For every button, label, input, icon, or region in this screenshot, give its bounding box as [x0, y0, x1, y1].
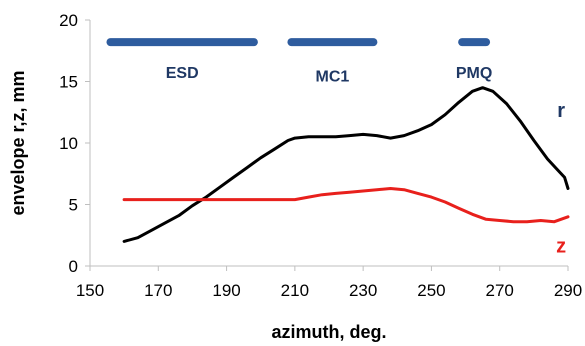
y-tick-label: 15 — [59, 73, 78, 92]
series-line-r — [122, 86, 570, 243]
y-axis-title: envelope r,z, mm — [8, 70, 28, 215]
x-tick-label: 250 — [417, 281, 445, 300]
region-label-mc1: MC1 — [316, 69, 350, 86]
y-tick-label: 0 — [69, 257, 78, 276]
x-tick-label: 170 — [144, 281, 172, 300]
y-ticks: 0 5 10 15 20 — [59, 11, 90, 276]
y-tick-label: 20 — [59, 11, 78, 30]
x-tick-label: 290 — [554, 281, 582, 300]
x-tick-label: 190 — [212, 281, 240, 300]
series-labels: rz — [556, 100, 566, 257]
series-label-r: r — [557, 100, 565, 122]
x-tick-label: 270 — [486, 281, 514, 300]
region-label-bg — [444, 59, 505, 83]
series — [122, 86, 570, 243]
series-label-z: z — [556, 235, 566, 257]
x-tick-label: 230 — [349, 281, 377, 300]
series-line-z — [122, 187, 570, 224]
x-axis-title: azimuth, deg. — [271, 322, 386, 342]
x-ticks: 150 170 190 210 230 250 270 290 — [76, 266, 582, 300]
plot-frame — [89, 20, 568, 267]
y-tick-label: 5 — [69, 196, 78, 215]
x-tick-label: 210 — [281, 281, 309, 300]
region-label-bg — [302, 63, 363, 87]
y-tick-label: 10 — [59, 134, 78, 153]
region-label-bg — [152, 59, 213, 83]
x-tick-label: 150 — [76, 281, 104, 300]
region-label-esd: ESD — [166, 65, 199, 82]
regions: ESD MC1 PMQ — [106, 38, 505, 87]
region-label-pmq: PMQ — [456, 65, 492, 82]
